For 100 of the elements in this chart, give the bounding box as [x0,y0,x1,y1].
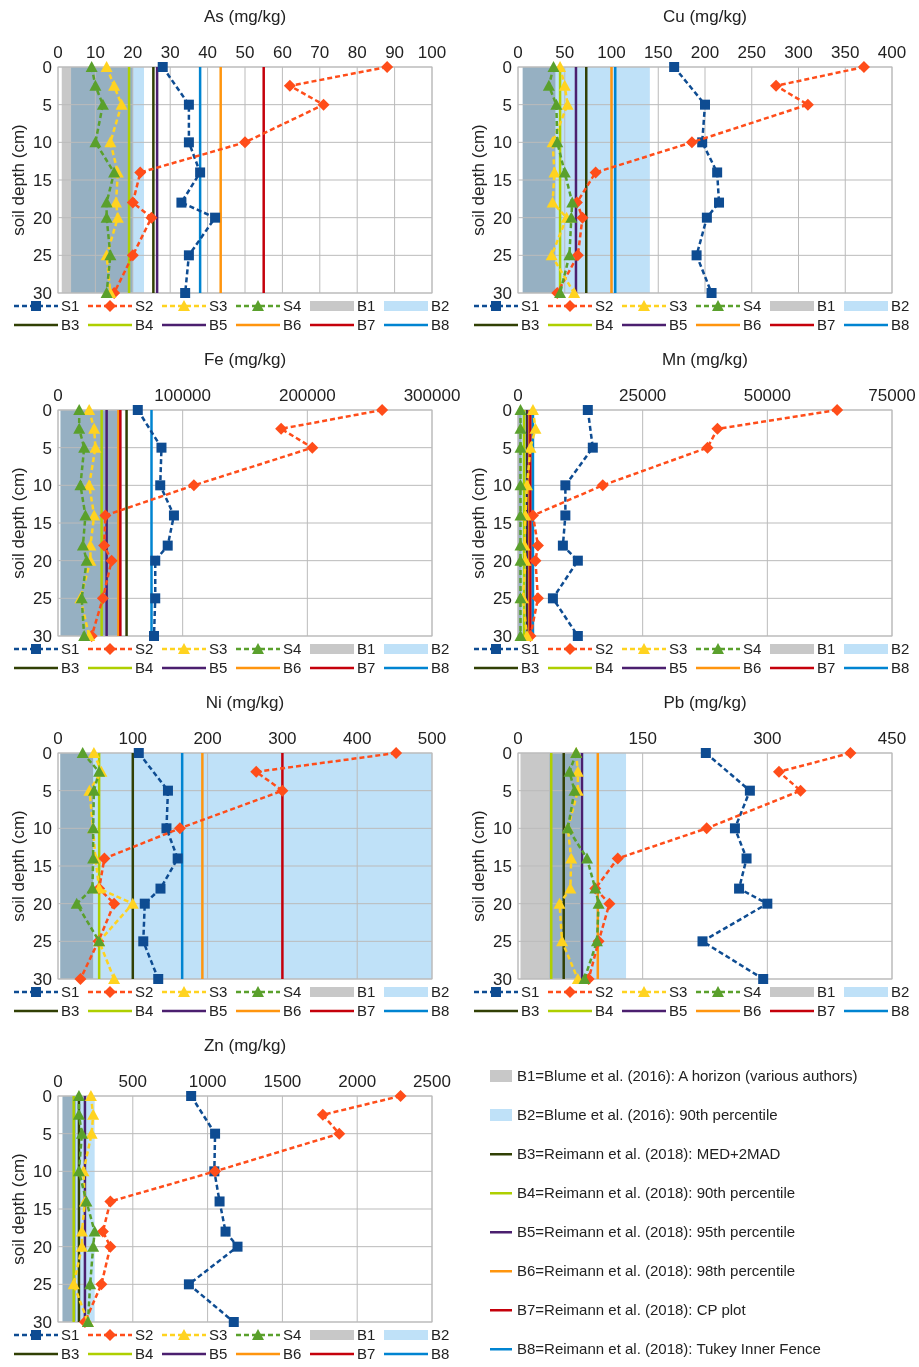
legend-label: S3 [209,640,228,657]
legend-label: B5 [669,316,688,333]
chart-title: Cu (mg/kg) [662,7,748,26]
legend-label: B2 [431,297,450,314]
legend-label: B4 [135,1345,154,1362]
text: B7=Reimann et al. (2018): CP plot [517,1301,747,1318]
y-tick-label: 10 [33,476,52,496]
y-tick-label: 15 [493,857,512,876]
ref-line-label: B3 [61,1345,80,1362]
legend-label: B6 [283,659,302,676]
x-tick-label: 70 [310,43,330,62]
x-tick-label: 300000 [403,386,461,405]
x-tick-label: 450 [877,729,907,748]
legend-label: S2 [135,640,154,657]
legend-label: B6 [283,316,302,333]
legend-label: B7 [357,316,376,333]
y-tick-label: 30 [33,970,52,989]
legend-label: B4 [135,1002,154,1019]
legend-label: B1 [817,640,836,657]
x-tick-label: 100 [417,43,447,62]
y-tick-label: 10 [33,133,52,153]
legend-label: B2 [891,297,910,314]
text: B6=Reimann et al. (2018): 98th percentile [517,1262,796,1279]
y-tick-label: 5 [42,1124,52,1144]
legend-label: B1 [357,983,376,1000]
chart-title: As (mg/kg) [203,7,287,26]
legend-label: B4 [595,659,614,676]
y-tick-label: 20 [493,551,512,571]
y-tick-label: 15 [33,857,52,876]
y-tick-label: 5 [502,95,512,115]
y-tick-label: 10 [33,1162,52,1182]
legend-label: S1 [521,983,540,1000]
legend-label: B5 [209,659,228,676]
x-tick-label: 50 [235,43,255,62]
legend-label: B1 [817,983,836,1000]
chart-title: Pb (mg/kg) [663,693,747,712]
legend-label: B2 [891,640,910,657]
y-tick-label: 10 [493,476,512,496]
legend-label: B7 [817,659,836,676]
legend-label: S1 [521,640,540,657]
y-tick-label: 0 [42,744,52,763]
x-tick-label: 20 [123,43,143,62]
text: B5=Reimann et al. (2018): 95th percentile [517,1223,796,1240]
legend-label: S3 [669,983,688,1000]
x-tick-label: 2500 [413,1072,451,1091]
y-tick-label: 15 [33,1200,52,1219]
text: B3=Reimann et al. (2018): MED+2MAD [517,1145,781,1162]
y-tick-label: 10 [33,819,52,839]
chart-title: Zn (mg/kg) [203,1036,287,1055]
y-tick-label: 25 [33,932,52,952]
legend-label: B3 [61,1002,80,1019]
x-tick-label: 300 [268,729,297,748]
y-tick-label: 30 [493,970,512,989]
y-tick-label: 10 [493,133,512,153]
legend-label: S1 [61,983,80,1000]
x-tick-label: 400 [877,43,907,62]
x-tick-label: 300 [753,729,782,748]
x-tick-label: 2000 [338,1072,377,1091]
x-tick-label: 10 [85,43,105,62]
y-tick-label: 15 [33,514,52,533]
x-tick-label: 150 [628,729,657,748]
legend-label: B1 [817,297,836,314]
x-tick-label: 90 [385,43,405,62]
legend-label: S2 [135,1326,154,1343]
legend-label: S1 [61,640,80,657]
x-tick-label: 1000 [188,1072,227,1091]
legend-label: B5 [669,1002,688,1019]
text: B8 [431,1345,450,1362]
legend-label: B3 [521,316,540,333]
x-tick-label: 100000 [154,386,212,405]
legend-label: S1 [61,1326,80,1343]
legend-label: B8 [431,659,450,676]
text: B1=Blume et al. (2016): A horizon (various authors) [517,1067,858,1084]
y-tick-label: 20 [33,551,52,571]
legend-label: B5 [209,1345,228,1362]
text: B7 [357,1345,376,1362]
text: B5 [209,1002,228,1019]
legend-label: S4 [743,640,762,657]
y-tick-label: 20 [493,208,512,228]
y-tick-label: 0 [42,401,52,420]
x-tick-label: 200 [690,43,720,62]
legend-label: B5 [209,316,228,333]
text: B8=Reimann et al. (2018): Tukey Inner Fence [517,1340,821,1357]
legend-label: B2 [431,1326,450,1343]
y-tick-label: 20 [33,1237,52,1257]
x-tick-label: 500 [118,1072,147,1091]
x-tick-label: 500 [417,729,447,748]
legend-label: S4 [283,983,302,1000]
legend-label: B8 [431,1002,450,1019]
legend-label: B3 [61,659,80,676]
y-tick-label: 30 [33,284,52,303]
legend-label: S2 [135,983,154,1000]
y-tick-label: 15 [493,514,512,533]
x-tick-label: 150 [644,43,673,62]
x-tick-label: 400 [343,729,372,748]
legend-label: B4 [595,316,614,333]
legend-label: S4 [283,1326,302,1343]
legend-label: S2 [595,983,614,1000]
y-tick-label: 5 [42,438,52,458]
y-axis-title: soil depth (cm) [469,810,488,922]
